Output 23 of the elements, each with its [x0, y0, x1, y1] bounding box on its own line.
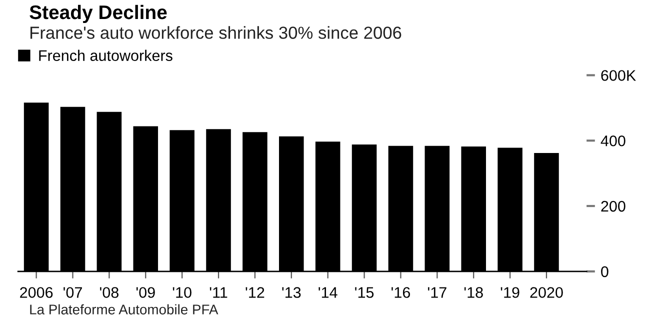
y-tick-label: 0 — [601, 266, 608, 278]
x-tick-label: '16 — [392, 287, 410, 298]
x-tick-label: '13 — [282, 287, 301, 298]
y-tick-label: 400 — [600, 135, 626, 146]
x-tick-label: '17 — [428, 287, 446, 298]
y-tick-label: 600K — [601, 70, 636, 81]
x-tick-label: '18 — [464, 287, 483, 298]
text: La Plateforme Automobile PFA — [30, 304, 218, 314]
x-tick-label: '14 — [318, 287, 338, 298]
x-tick-label: '15 — [355, 287, 374, 298]
x-tick-label: '07 — [64, 287, 82, 298]
x-tick-label: '09 — [136, 287, 155, 298]
x-tick-label: 2020 — [530, 287, 563, 298]
x-tick-label: '12 — [246, 287, 264, 298]
x-tick-label: '19 — [500, 287, 520, 298]
x-tick-label: '10 — [172, 287, 192, 298]
y-tick-label: 200 — [601, 200, 626, 212]
x-tick-label: '08 — [100, 287, 118, 298]
chart-title: Steady Decline — [30, 4, 167, 24]
x-tick-label: 2006 — [20, 287, 53, 298]
x-tick-label: '11 — [210, 287, 228, 298]
chart-subtitle: France's auto workforce shrinks 30% since 2006 — [30, 26, 402, 39]
legend-label: French autoworkers — [39, 50, 172, 62]
